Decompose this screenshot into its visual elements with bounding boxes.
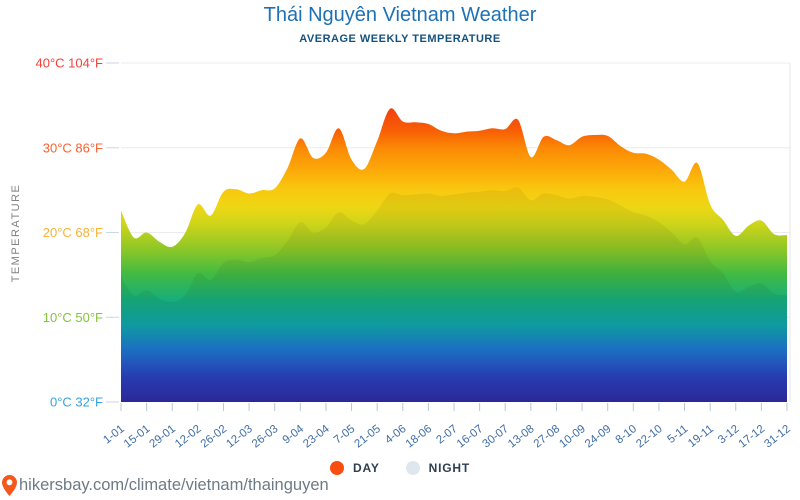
x-axis-label: 12-02 <box>173 423 204 451</box>
x-axis-label: 27-08 <box>532 423 563 451</box>
footer-url: hikersbay.com/climate/vietnam/thainguyen <box>19 476 329 494</box>
footer-link[interactable]: hikersbay.com/climate/vietnam/thainguyen <box>2 475 329 496</box>
legend-item-day[interactable]: DAY <box>330 461 380 475</box>
x-axis-label: 17-12 <box>737 423 768 451</box>
x-axis-label: 29-01 <box>148 423 179 451</box>
x-axis-label: 15-01 <box>122 423 153 451</box>
x-axis-label: 13-08 <box>506 423 537 451</box>
y-axis-title: TEMPERATURE <box>10 184 22 283</box>
night-color-dot-icon <box>405 461 420 475</box>
x-axis-label: 21-05 <box>352 423 383 451</box>
x-axis-label: 23-04 <box>301 423 332 451</box>
y-axis-label: 20°C 68°F <box>43 225 103 240</box>
page-subtitle: AVERAGE WEEKLY TEMPERATURE <box>299 33 501 45</box>
chart-legend: DAY NIGHT <box>0 461 800 475</box>
x-axis-label: 26-02 <box>199 423 230 451</box>
page-title: Thái Nguyên Vietnam Weather <box>263 4 537 26</box>
x-axis-label: 24-09 <box>583 423 614 451</box>
y-axis-label: 30°C 86°F <box>43 140 103 155</box>
legend-night-label: NIGHT <box>428 461 470 475</box>
x-axis-label: 19-11 <box>686 423 716 450</box>
x-axis-label: 12-03 <box>224 423 255 451</box>
x-axis-label: 10-09 <box>557 423 588 451</box>
night-temperature-area[interactable] <box>121 187 787 402</box>
legend-day-label: DAY <box>353 461 380 475</box>
x-axis-label: 30-07 <box>481 423 512 451</box>
x-axis-label: 26-03 <box>250 423 281 451</box>
night-area-shade <box>121 187 787 402</box>
x-axis-label: 18-06 <box>404 423 435 451</box>
map-pin-icon <box>2 475 17 496</box>
day-color-dot-icon <box>330 461 344 475</box>
y-axis-label: 40°C 104°F <box>36 56 104 71</box>
x-axis-label: 16-07 <box>455 423 486 451</box>
x-axis-label: 22-10 <box>634 423 665 451</box>
x-axis-label: 31-12 <box>762 423 793 451</box>
y-axis-label: 10°C 50°F <box>43 310 103 325</box>
legend-item-night[interactable]: NIGHT <box>405 461 470 475</box>
y-axis-label: 0°C 32°F <box>50 395 103 410</box>
